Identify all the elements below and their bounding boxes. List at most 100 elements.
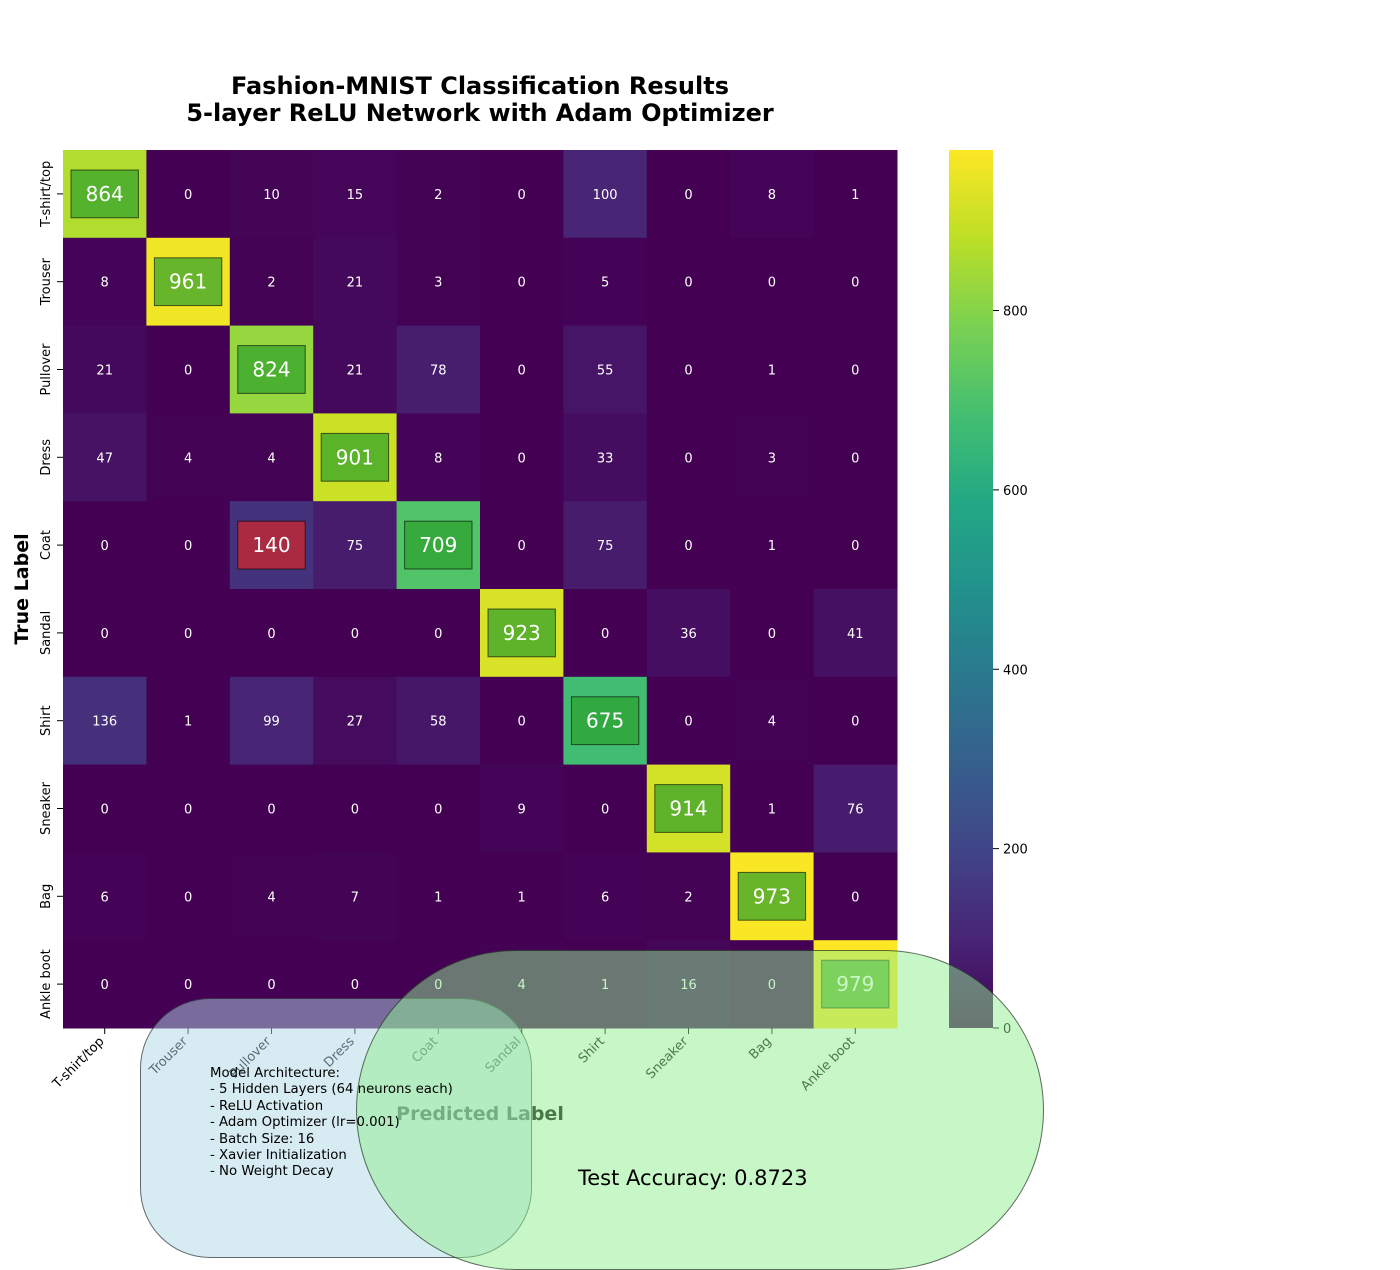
accuracy-annotation-box	[356, 950, 1044, 1270]
heatmap-cell	[146, 501, 231, 590]
cell-value-label: 75	[597, 539, 614, 554]
cell-value-label: 9	[518, 803, 526, 818]
cell-value-label: 10	[263, 188, 280, 203]
heatmap-cell	[146, 413, 231, 502]
cell-value-label: 0	[768, 627, 776, 642]
y-tick-label: Sandal	[39, 611, 54, 655]
heatmap-cell	[646, 413, 731, 502]
correct-highlight-box	[320, 432, 390, 482]
cell-value-label: 1	[184, 715, 192, 730]
heatmap-cell	[229, 676, 314, 766]
cell-value-label: 0	[351, 803, 359, 818]
cell-value-label: 0	[101, 978, 109, 993]
cell-value-label: 6	[601, 890, 609, 905]
heatmap-cell	[563, 764, 648, 853]
heatmap-cell	[563, 237, 648, 327]
heatmap-cell	[480, 676, 564, 766]
cell-value-label: 4	[184, 451, 192, 466]
colorbar-tick-label: 400	[1003, 663, 1028, 678]
cell-value-label: 7	[351, 890, 359, 905]
cell-value-label: 923	[503, 621, 541, 645]
cell-value-label: 1	[768, 803, 776, 818]
heatmap-cell	[730, 676, 815, 766]
cell-value-label: 0	[184, 539, 192, 554]
cell-value-label: 33	[597, 451, 614, 466]
heatmap-cell	[730, 325, 815, 414]
correct-highlight-box	[404, 520, 473, 570]
heatmap-cell	[396, 589, 481, 678]
cell-value-label: 3	[434, 276, 442, 291]
cell-value-label: 0	[851, 715, 859, 730]
heatmap-cell	[813, 150, 898, 239]
cell-value-label: 901	[336, 445, 374, 469]
heatmap-cell	[146, 764, 231, 853]
heatmap-cell	[229, 413, 314, 502]
heatmap-cell	[313, 676, 398, 766]
chart-title: Fashion-MNIST Classification Results	[230, 72, 729, 100]
heatmap-cell	[396, 676, 481, 766]
cell-value-label: 0	[851, 364, 859, 379]
heatmap-cell	[229, 237, 314, 327]
y-tick-label: Trouser	[39, 257, 54, 306]
heatmap-cell	[646, 325, 731, 414]
heatmap-cell	[730, 413, 815, 502]
colorbar-tick-label: 600	[1003, 484, 1028, 499]
heatmap-cell	[396, 413, 481, 502]
cell-value-label: 0	[434, 803, 442, 818]
chart-subtitle: 5-layer ReLU Network with Adam Optimizer	[186, 99, 774, 127]
heatmap-cell	[563, 150, 648, 239]
heatmap-cell	[813, 501, 898, 590]
heatmap-cell	[146, 676, 231, 766]
cell-value-label: 75	[347, 539, 364, 554]
heatmap-cell	[730, 764, 815, 853]
cell-value-label: 0	[684, 364, 692, 379]
y-tick-label: T-shirt/top	[39, 161, 54, 228]
heatmap-cell	[146, 150, 231, 239]
cell-value-label: 15	[347, 188, 364, 203]
architecture-line: - 5 Hidden Layers (64 neurons each)	[210, 1082, 453, 1098]
cell-value-label: 76	[847, 803, 864, 818]
cell-value-label: 2	[684, 890, 692, 905]
cell-value-label: 0	[101, 539, 109, 554]
heatmap-cell	[313, 237, 398, 327]
architecture-line: Model Architecture:	[210, 1066, 341, 1081]
heatmap-cell	[480, 237, 564, 327]
correct-highlight-box	[153, 257, 223, 307]
cell-value-label: 0	[518, 276, 526, 291]
colorbar-tick-label: 800	[1003, 305, 1028, 320]
cell-value-label: 36	[680, 627, 697, 642]
y-tick-label: Ankle boot	[39, 949, 54, 1019]
error-highlight-box	[237, 520, 306, 570]
cell-value-label: 824	[252, 358, 290, 382]
cell-value-label: 0	[101, 627, 109, 642]
cell-value-label: 99	[263, 715, 280, 730]
cell-value-label: 8	[434, 451, 442, 466]
heatmap-cell	[63, 413, 147, 502]
cell-value-label: 6	[101, 890, 109, 905]
cell-value-label: 0	[851, 276, 859, 291]
cell-value-label: 0	[518, 188, 526, 203]
cell-value-label: 0	[684, 451, 692, 466]
heatmap-cell	[480, 501, 564, 590]
heatmap-cell	[480, 764, 564, 853]
cell-value-label: 0	[101, 803, 109, 818]
cell-value-label: 709	[419, 533, 457, 557]
heatmap-cell	[396, 325, 481, 414]
heatmap-cell	[646, 852, 731, 941]
cell-value-label: 0	[351, 627, 359, 642]
heatmap-cell	[229, 150, 314, 239]
cell-value-label: 4	[768, 715, 776, 730]
cell-value-label: 0	[184, 188, 192, 203]
correct-highlight-box	[570, 696, 640, 746]
heatmap-cell	[646, 589, 731, 678]
cell-value-label: 41	[847, 627, 864, 642]
cell-value-label: 55	[597, 364, 614, 379]
correct-highlight-box	[237, 345, 306, 394]
architecture-line: - ReLU Activation	[210, 1098, 324, 1114]
cell-value-label: 1	[851, 188, 859, 203]
correct-highlight-box	[487, 608, 556, 658]
heatmap-cell	[63, 589, 147, 678]
y-tick-label: Pullover	[39, 343, 54, 396]
y-tick-label: Shirt	[39, 705, 54, 736]
heatmap-cell	[813, 852, 898, 941]
